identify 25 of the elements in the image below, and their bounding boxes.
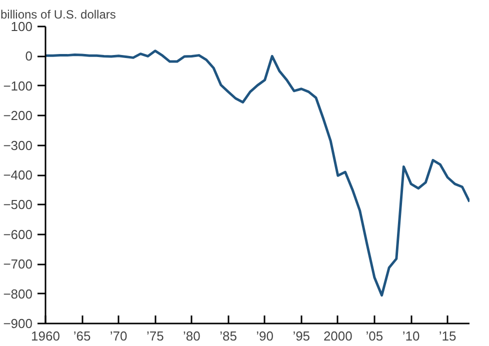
x-tick-label: ’05 [366, 328, 384, 344]
y-tick-label: 100 [10, 19, 33, 34]
y-axis-title: billions of U.S. dollars [0, 8, 116, 22]
y-tick-label: −500 [3, 197, 33, 212]
x-tick-label: ’10 [402, 328, 420, 344]
x-tick-label: ’75 [146, 328, 164, 344]
x-tick-label: 1960 [31, 328, 60, 344]
x-tick-label: 2000 [323, 328, 352, 344]
y-tick-label: −700 [3, 256, 33, 272]
x-tick-label: ’65 [73, 328, 91, 344]
y-tick-label: −900 [3, 316, 33, 331]
line-series [46, 50, 470, 297]
x-tick-label: ’70 [110, 328, 128, 344]
y-tick-label: −400 [3, 168, 33, 182]
x-tick-label: ’15 [438, 328, 456, 344]
y-tick-label: −200 [3, 108, 33, 124]
y-tick-label: −300 [3, 138, 33, 153]
y-tick-label: −800 [3, 286, 33, 302]
x-tick-label: ’80 [183, 328, 200, 344]
y-tick-label: −100 [3, 78, 33, 94]
y-tick-label: −600 [3, 226, 33, 242]
x-tick-label: ’85 [220, 328, 237, 344]
x-tick-label: ’95 [292, 328, 310, 344]
x-tick-label: ’90 [256, 328, 274, 344]
y-tick-label: 0 [25, 48, 33, 64]
